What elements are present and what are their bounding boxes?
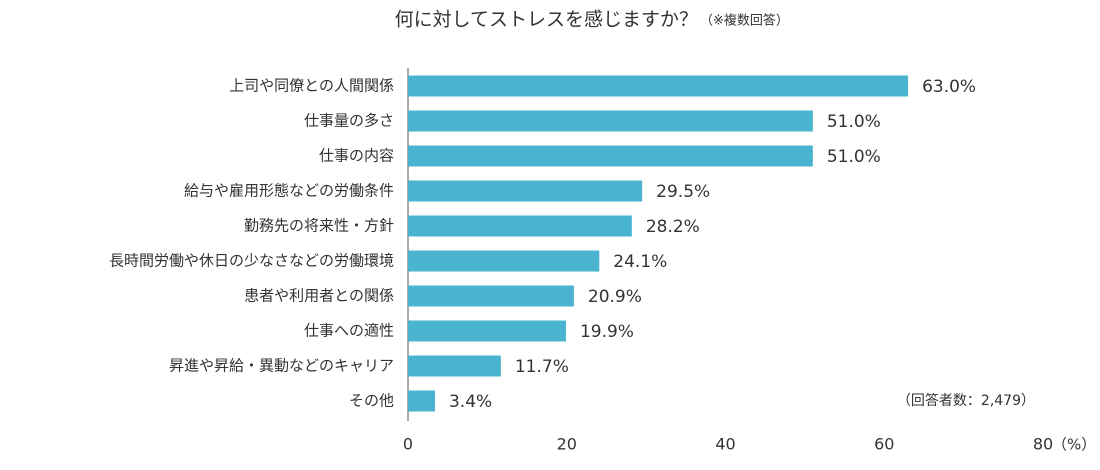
value-label: 28.2%	[646, 217, 700, 237]
bar	[408, 285, 574, 307]
y-tick-label: 仕事の内容	[319, 147, 394, 165]
bar	[408, 250, 600, 272]
value-label: 19.9%	[580, 322, 634, 342]
value-label: 3.4%	[449, 392, 492, 412]
y-tick-label: その他	[349, 392, 394, 410]
chart-title: 何に対してストレスを感じますか？	[395, 9, 698, 31]
value-label: 11.7%	[515, 357, 569, 377]
x-tick-label: 20	[557, 435, 577, 454]
value-label: 63.0%	[922, 77, 976, 97]
value-label: 29.5%	[656, 182, 710, 202]
x-unit: （%）	[1052, 436, 1096, 454]
bar	[408, 75, 909, 97]
y-tick-label: 仕事への適性	[304, 322, 394, 340]
y-tick-label: 患者や利用者との関係	[244, 287, 394, 305]
y-tick-label: 長時間労働や休日の少なさなどの労働環境	[109, 252, 394, 270]
bar	[408, 390, 435, 412]
bar	[408, 355, 501, 377]
value-label: 51.0%	[827, 147, 881, 167]
value-label: 24.1%	[613, 252, 667, 272]
y-tick-label: 給与や雇用形態などの労働条件	[184, 182, 394, 200]
value-label: 51.0%	[827, 112, 881, 132]
y-tick-label: 上司や同僚との人間関係	[229, 77, 394, 95]
bar	[408, 110, 813, 132]
value-label: 20.9%	[588, 287, 642, 307]
bar	[408, 180, 643, 202]
bar	[408, 320, 566, 342]
y-tick-label: 仕事量の多さ	[304, 112, 394, 130]
y-tick-label: 勤務先の将来性・方針	[244, 217, 394, 235]
x-tick-label: 0	[403, 435, 413, 454]
x-tick-label: 40	[715, 435, 735, 454]
x-tick-label: 60	[874, 435, 894, 454]
bar	[408, 215, 632, 237]
x-tick-label: 80	[1033, 435, 1053, 454]
bar	[408, 145, 813, 167]
chart-subtitle: （※複数回答）	[700, 13, 789, 29]
note: （回答者数：2,479）	[897, 392, 1035, 409]
y-tick-label: 昇進や昇給・異動などのキャリア	[169, 357, 394, 375]
